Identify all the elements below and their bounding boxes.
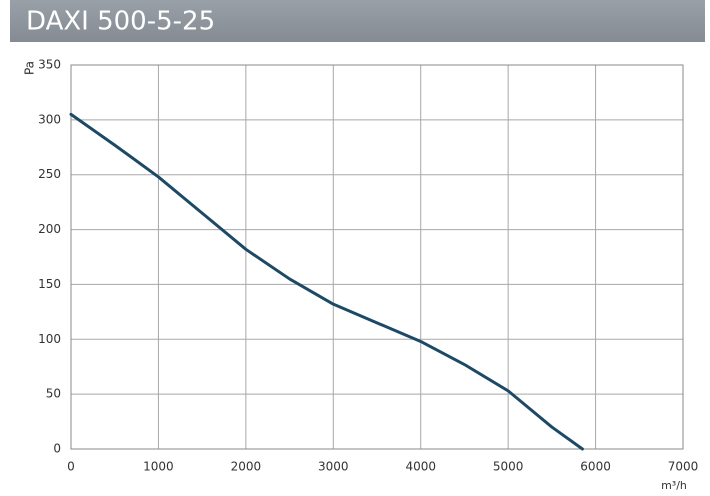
- header-bar: [10, 0, 705, 42]
- x-tick-label: 1000: [143, 460, 174, 474]
- y-tick-label: 200: [38, 222, 61, 236]
- y-tick-label: 250: [38, 167, 61, 181]
- data-line: [69, 112, 584, 451]
- x-axis-label: m³/h: [661, 479, 687, 492]
- x-tick-label: 3000: [318, 460, 349, 474]
- x-tick-label: 6000: [580, 460, 611, 474]
- plot-frame: [70, 64, 684, 450]
- y-tick-label: 350: [38, 58, 61, 72]
- x-tick-label: 7000: [668, 460, 699, 474]
- y-tick-label: 150: [38, 277, 61, 291]
- x-tick-label: 4000: [405, 460, 436, 474]
- y-tick-label: 50: [46, 387, 61, 401]
- chart-title: DAXI 500-5-25: [26, 7, 215, 37]
- x-tick-label: 2000: [231, 460, 262, 474]
- y-tick-label: 300: [38, 112, 61, 126]
- x-tick-label: 5000: [493, 460, 524, 474]
- y-tick-label: 100: [38, 332, 61, 346]
- x-tick-label: 0: [67, 460, 75, 474]
- y-axis-label: Pa: [23, 61, 37, 75]
- y-tick-label: 0: [53, 442, 61, 456]
